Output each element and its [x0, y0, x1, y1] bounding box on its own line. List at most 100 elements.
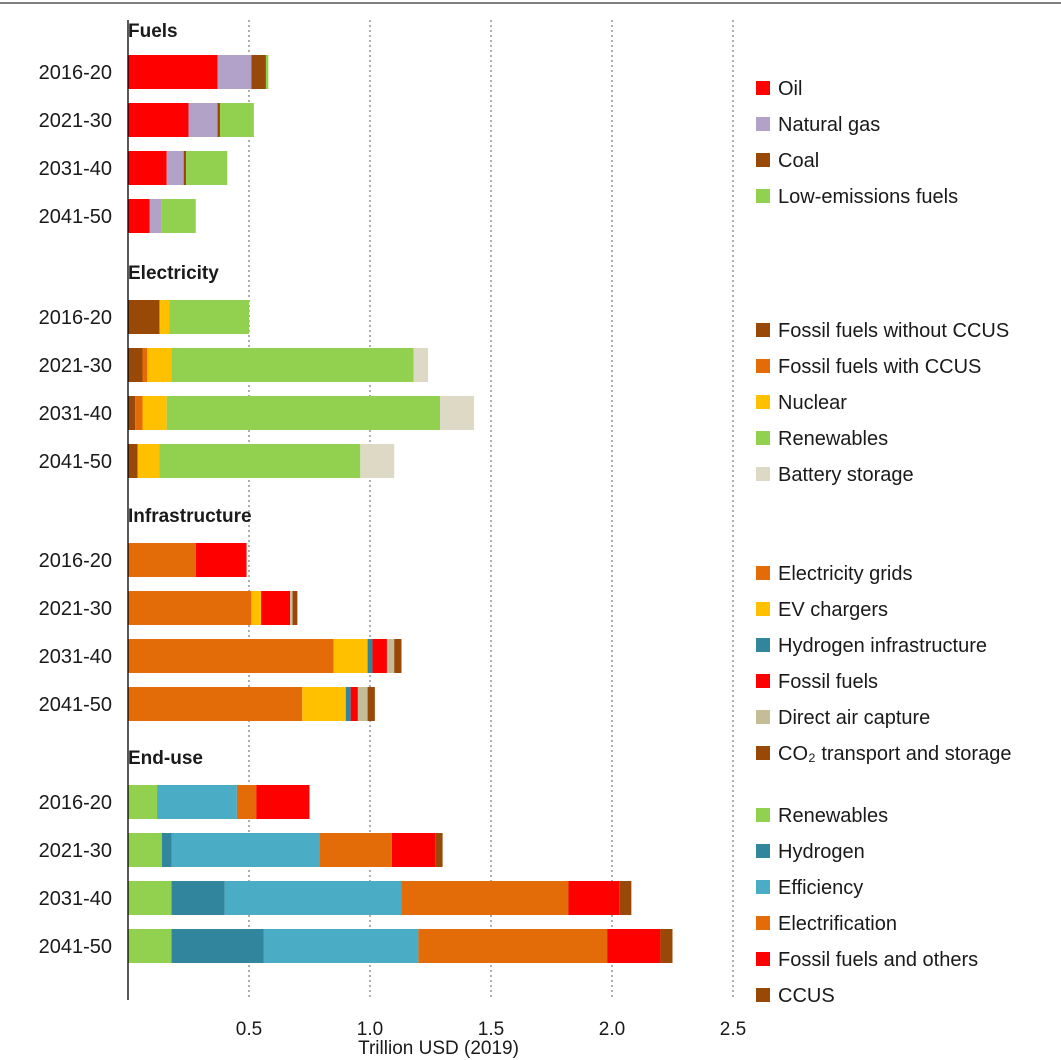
legend-label-electricity-battery-storage: Battery storage	[778, 464, 914, 486]
bar-segment-infrastructure-2021-30-fossil-fuels	[261, 591, 291, 625]
bar-segment-electricity-2041-50-nuclear	[137, 444, 160, 478]
bar-segment-infrastructure-2031-40-co-transport-and-storage	[394, 639, 402, 673]
category-label-fuels-2031-40: 2031-40	[39, 158, 112, 180]
legend-swatch-electricity-renewables	[756, 431, 770, 445]
bar-segment-electricity-2031-40-nuclear	[142, 396, 167, 430]
legend-label-end-use-efficiency: Efficiency	[778, 877, 863, 899]
bar-segment-end-use-2016-20-renewables	[128, 785, 158, 819]
category-label-end-use-2031-40: 2031-40	[39, 888, 112, 910]
bar-segment-end-use-2031-40-hydrogen	[171, 881, 225, 915]
category-label-infrastructure-2031-40: 2031-40	[39, 646, 112, 668]
bar-segment-electricity-2016-20-renewables	[169, 300, 249, 334]
legend-swatch-electricity-battery-storage	[756, 467, 770, 481]
category-label-end-use-2021-30: 2021-30	[39, 840, 112, 862]
x-axis-title: Trillion USD (2019)	[358, 1038, 519, 1059]
bar-segment-end-use-2021-30-hydrogen	[161, 833, 172, 867]
bar-segment-infrastructure-2031-40-fossil-fuels	[372, 639, 387, 673]
bar-segment-end-use-2031-40-renewables	[128, 881, 172, 915]
bar-segment-end-use-2041-50-hydrogen	[171, 929, 264, 963]
category-label-fuels-2016-20: 2016-20	[39, 62, 112, 84]
bar-segment-fuels-2041-50-oil	[128, 199, 150, 233]
bar-segment-fuels-2016-20-coal	[251, 55, 266, 89]
category-label-infrastructure-2041-50: 2041-50	[39, 694, 112, 716]
legend-swatch-end-use-fossil-fuels-and-others	[756, 952, 770, 966]
bar-segment-electricity-2031-40-renewables	[166, 396, 441, 430]
category-label-fuels-2041-50: 2041-50	[39, 206, 112, 228]
bar-segment-infrastructure-2041-50-fossil-fuels	[350, 687, 358, 721]
legend-swatch-end-use-efficiency	[756, 880, 770, 894]
legend-label-end-use-renewables: Renewables	[778, 805, 888, 827]
legend-label-fuels-low-emissions-fuels: Low-emissions fuels	[778, 186, 958, 208]
bar-segment-end-use-2021-30-renewables	[128, 833, 162, 867]
bar-segment-infrastructure-2041-50-direct-air-capture	[357, 687, 368, 721]
legend-label-fuels-natural-gas: Natural gas	[778, 114, 880, 136]
legend-swatch-infrastructure-direct-air-capture	[756, 710, 770, 724]
x-tick-label-1-5: 1.5	[478, 1019, 504, 1040]
x-tick-label-0-5: 0.5	[236, 1019, 262, 1040]
legend-label-infrastructure-ev-chargers: EV chargers	[778, 599, 888, 621]
bar-segment-end-use-2041-50-renewables	[128, 929, 172, 963]
legend-swatch-end-use-ccus	[756, 988, 770, 1002]
category-label-infrastructure-2016-20: 2016-20	[39, 550, 112, 572]
legend-label-end-use-hydrogen: Hydrogen	[778, 841, 865, 863]
section-title-infrastructure: Infrastructure	[128, 506, 252, 527]
bar-segment-electricity-2031-40-battery-storage	[440, 396, 475, 430]
category-label-infrastructure-2021-30: 2021-30	[39, 598, 112, 620]
legend-swatch-end-use-electrification	[756, 916, 770, 930]
category-label-end-use-2016-20: 2016-20	[39, 792, 112, 814]
bar-segment-end-use-2016-20-efficiency	[157, 785, 237, 819]
bar-segment-fuels-2016-20-oil	[128, 55, 218, 89]
bar-segment-end-use-2041-50-efficiency	[263, 929, 419, 963]
bar-segment-electricity-2021-30-battery-storage	[413, 348, 429, 382]
bar-segment-electricity-2021-30-renewables	[171, 348, 414, 382]
legend-label-fuels-coal: Coal	[778, 150, 819, 172]
bar-segment-fuels-2031-40-coal	[183, 151, 187, 185]
bar-segment-electricity-2031-40-fossil-fuels-without-ccus	[128, 396, 136, 430]
legend-label-infrastructure-direct-air-capture: Direct air capture	[778, 707, 930, 729]
bar-segment-end-use-2021-30-fossil-fuels-and-others	[391, 833, 436, 867]
legend-swatch-electricity-nuclear	[756, 395, 770, 409]
category-label-end-use-2041-50: 2041-50	[39, 936, 112, 958]
bar-segment-end-use-2031-40-efficiency	[224, 881, 402, 915]
legend-swatch-infrastructure-fossil-fuels	[756, 674, 770, 688]
bar-segment-fuels-2031-40-low-emissions-fuels	[186, 151, 228, 185]
legend-swatch-fuels-coal	[756, 153, 770, 167]
bar-segment-infrastructure-2041-50-electricity-grids	[128, 687, 303, 721]
bar-segment-end-use-2041-50-fossil-fuels-and-others	[607, 929, 661, 963]
bar-segment-infrastructure-2016-20-electricity-grids	[128, 543, 196, 577]
bar-segment-end-use-2016-20-electrification	[236, 785, 257, 819]
legend-label-electricity-renewables: Renewables	[778, 428, 888, 450]
bar-segment-fuels-2021-30-coal	[217, 103, 220, 137]
bar-segment-electricity-2021-30-nuclear	[147, 348, 172, 382]
bar-segment-fuels-2041-50-natural-gas	[149, 199, 162, 233]
bar-segment-electricity-2031-40-fossil-fuels-with-ccus	[135, 396, 143, 430]
legend-label-electricity-nuclear: Nuclear	[778, 392, 847, 414]
category-label-electricity-2016-20: 2016-20	[39, 307, 112, 329]
bar-segment-infrastructure-2021-30-electricity-grids	[128, 591, 252, 625]
bar-segment-infrastructure-2021-30-ev-chargers	[251, 591, 262, 625]
legend-swatch-end-use-renewables	[756, 808, 770, 822]
legend-swatch-electricity-fossil-fuels-with-ccus	[756, 359, 770, 373]
legend-swatch-infrastructure-ev-chargers	[756, 602, 770, 616]
bar-segment-fuels-2021-30-low-emissions-fuels	[219, 103, 254, 137]
legend-label-infrastructure-electricity-grids: Electricity grids	[778, 563, 912, 585]
section-title-electricity: Electricity	[128, 263, 219, 284]
bar-segment-fuels-2021-30-natural-gas	[188, 103, 218, 137]
category-label-fuels-2021-30: 2021-30	[39, 110, 112, 132]
bar-segment-end-use-2016-20-fossil-fuels-and-others	[256, 785, 310, 819]
bar-segment-electricity-2041-50-renewables	[159, 444, 361, 478]
bar-segment-infrastructure-2031-40-direct-air-capture	[386, 639, 395, 673]
x-tick-label-2-5: 2.5	[720, 1019, 746, 1040]
bar-segment-fuels-2031-40-natural-gas	[166, 151, 184, 185]
legend-swatch-infrastructure-electricity-grids	[756, 566, 770, 580]
bar-segment-fuels-2021-30-oil	[128, 103, 189, 137]
bar-segment-end-use-2021-30-ccus	[435, 833, 443, 867]
legend-swatch-fuels-low-emissions-fuels	[756, 189, 770, 203]
bar-segment-fuels-2016-20-natural-gas	[217, 55, 252, 89]
bar-segment-electricity-2041-50-battery-storage	[360, 444, 395, 478]
legend-label-end-use-electrification: Electrification	[778, 913, 897, 935]
bar-segment-infrastructure-2021-30-co-transport-and-storage	[292, 591, 298, 625]
category-label-electricity-2041-50: 2041-50	[39, 451, 112, 473]
category-label-electricity-2021-30: 2021-30	[39, 355, 112, 377]
